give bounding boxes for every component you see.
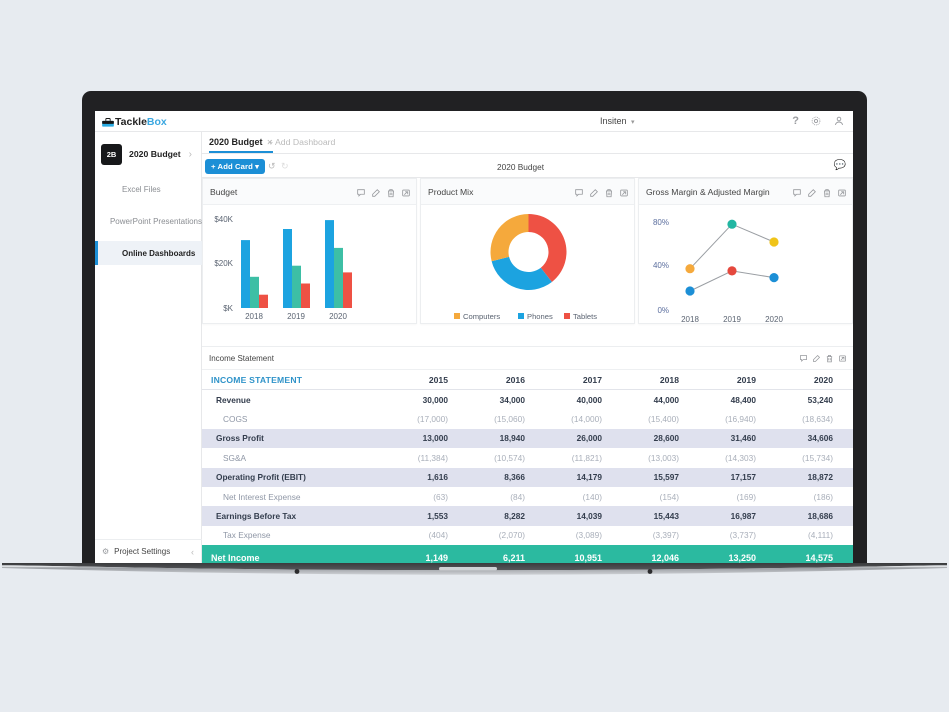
svg-text:$20K: $20K [214, 259, 233, 268]
svg-text:$K: $K [223, 304, 233, 313]
svg-text:2020: 2020 [765, 315, 783, 324]
svg-text:Tablets: Tablets [573, 312, 597, 321]
svg-text:Computers: Computers [463, 312, 500, 321]
svg-text:0%: 0% [657, 306, 669, 315]
svg-text:2019: 2019 [287, 312, 305, 321]
svg-text:$40K: $40K [214, 215, 233, 224]
svg-text:2020: 2020 [329, 312, 347, 321]
svg-text:40%: 40% [653, 261, 669, 270]
svg-text:2018: 2018 [245, 312, 263, 321]
svg-text:2019: 2019 [723, 315, 741, 324]
svg-text:80%: 80% [653, 218, 669, 227]
svg-text:Phones: Phones [527, 312, 553, 321]
svg-text:2018: 2018 [681, 315, 699, 324]
